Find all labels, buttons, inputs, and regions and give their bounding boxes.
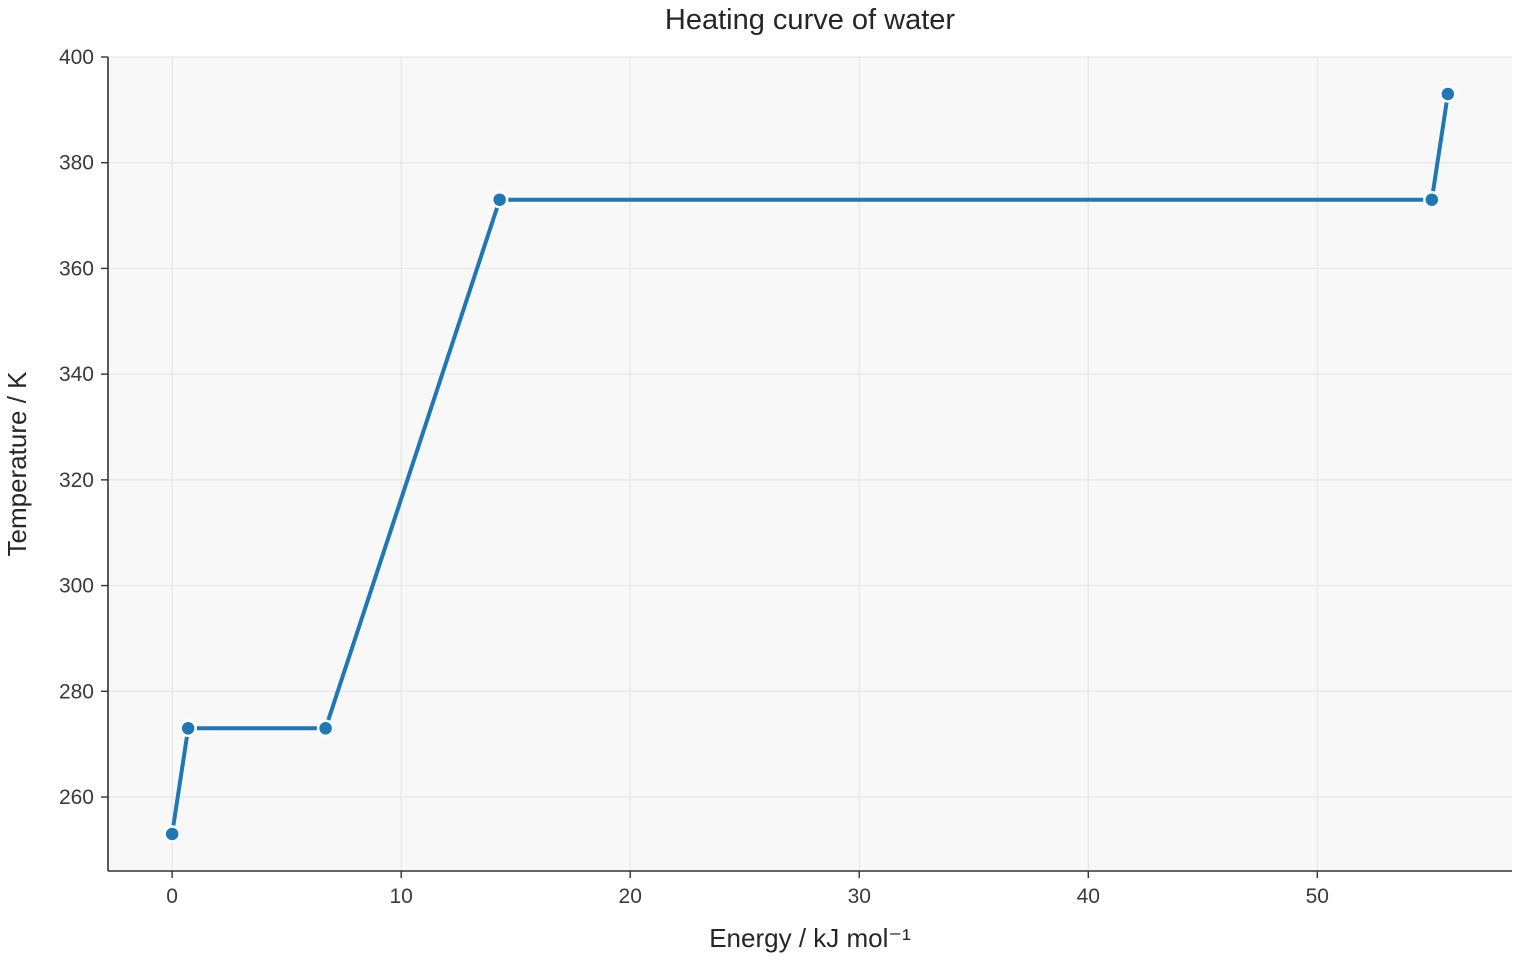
axes [107, 57, 1512, 872]
data-point [163, 825, 181, 843]
x-tick-label: 10 [389, 885, 412, 908]
y-tick-label: 300 [59, 575, 94, 598]
y-tick-label: 320 [59, 469, 94, 492]
ticks: 0 10 20 30 40 50 260 280 300 320 340 360 380 400 [59, 46, 1329, 908]
data-point [316, 719, 335, 738]
data-point [1423, 190, 1441, 209]
data-point [179, 719, 197, 738]
x-axis-label: Energy / kJ mol⁻¹ [709, 923, 911, 953]
x-tick-label: 30 [848, 885, 871, 908]
y-tick-label: 400 [59, 46, 94, 69]
y-tick-label: 260 [59, 786, 94, 809]
x-tick-label: 40 [1077, 885, 1100, 908]
series [163, 85, 1457, 843]
x-tick-label: 50 [1306, 885, 1329, 908]
y-tick-label: 340 [59, 363, 94, 386]
y-axis-label: Temperature / K [2, 371, 32, 557]
x-tick-label: 20 [619, 885, 642, 908]
data-point [1439, 85, 1457, 103]
series-line [170, 93, 1450, 835]
x-tick-label: 0 [166, 885, 178, 908]
data-point [490, 190, 509, 209]
chart-title: Heating curve of water [665, 4, 955, 36]
grid [108, 56, 1512, 871]
y-tick-label: 380 [59, 152, 94, 175]
y-tick-label: 360 [59, 257, 94, 280]
y-tick-label: 280 [59, 680, 94, 703]
plot-background [108, 57, 1512, 871]
